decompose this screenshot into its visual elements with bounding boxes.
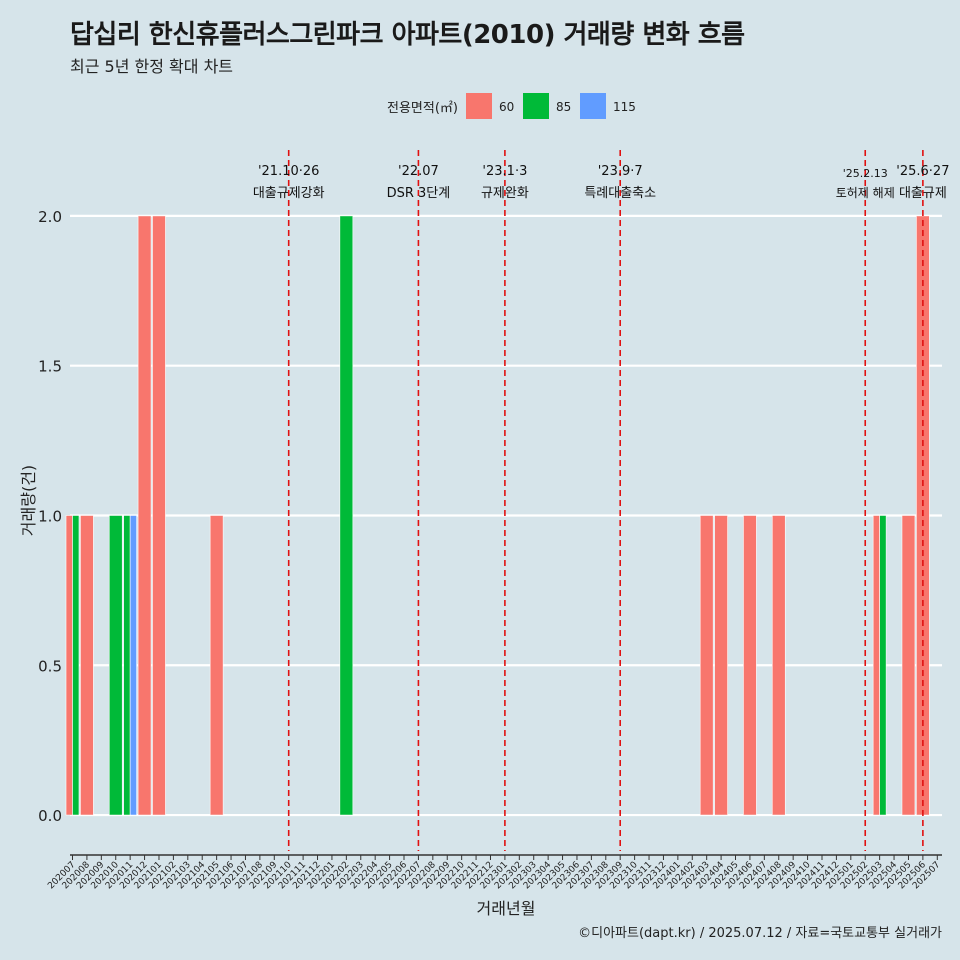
bar-60-202408 <box>771 515 786 816</box>
event-date-label: '25.6·27 <box>896 164 949 179</box>
bar-115-202011 <box>129 515 137 816</box>
bar-60-202404 <box>714 515 728 816</box>
bar-60-202012 <box>137 215 152 816</box>
bar-85-202011 <box>123 515 131 816</box>
event-name-label: 토허제 해제 <box>836 186 895 200</box>
event-date-label: '23.9·7 <box>598 164 643 179</box>
event-name-label: 특례대출축소 <box>584 186 656 201</box>
chart-caption: ©디아파트(dapt.kr) / 2025.07.12 / 자료=국토교통부 실… <box>578 926 942 941</box>
y-tick-label: 1.0 <box>38 507 62 525</box>
x-axis-title: 거래년월 <box>477 899 536 918</box>
bar-60-202105 <box>209 515 224 816</box>
event-name-label: 대출규제 <box>899 186 947 201</box>
bar-85-202007 <box>72 515 80 816</box>
legend-title: 전용면적(㎡) <box>387 101 458 116</box>
legend-swatch-115 <box>580 93 606 119</box>
legend-swatch-85 <box>523 93 549 119</box>
legend-swatch-60 <box>466 93 492 119</box>
chart-title: 답십리 한신휴플러스그린파크 아파트(2010) 거래량 변화 흐름 <box>70 20 745 50</box>
bar-60-202008 <box>80 515 94 816</box>
y-tick-label: 0.5 <box>38 657 62 675</box>
event-date-label: '22.07 <box>398 164 439 179</box>
bar-60-202505 <box>901 515 916 816</box>
event-date-label: '25.2.13 <box>843 167 888 180</box>
bar-60-202403 <box>699 515 714 816</box>
y-tick-label: 0.0 <box>38 807 62 825</box>
y-tick-label: 2.0 <box>38 208 62 226</box>
bar-60-202101 <box>152 215 166 816</box>
event-name-label: 대출규제강화 <box>253 186 325 201</box>
bar-85-202010 <box>108 515 123 816</box>
bar-60-202406 <box>743 515 757 816</box>
y-axis-title: 거래량(건) <box>19 465 38 536</box>
y-tick-label: 1.5 <box>38 358 62 376</box>
event-date-label: '21.10·26 <box>258 164 319 179</box>
bar-60-202503 <box>872 515 880 816</box>
bar-60-202007 <box>65 515 73 816</box>
event-date-label: '23.1·3 <box>482 164 527 179</box>
event-name-label: DSR 3단계 <box>387 186 451 201</box>
bar-85-202503 <box>879 515 887 816</box>
chart-subtitle: 최근 5년 한정 확대 차트 <box>70 57 234 76</box>
legend-label-115: 115 <box>613 100 636 114</box>
legend-label-85: 85 <box>556 100 571 114</box>
bar-85-202202 <box>339 215 354 816</box>
event-name-label: 규제완화 <box>481 186 529 201</box>
legend-label-60: 60 <box>499 100 514 114</box>
